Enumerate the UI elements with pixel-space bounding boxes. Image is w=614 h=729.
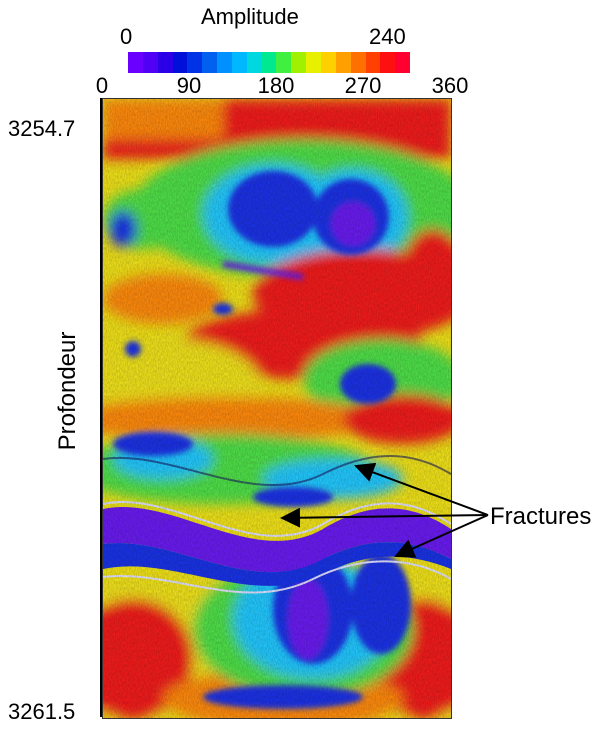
colorbar-segment xyxy=(335,52,351,73)
colorbar-title: Amplitude xyxy=(201,4,299,29)
colorbar-segment xyxy=(157,52,173,73)
depth-top-label: 3254.7 xyxy=(8,116,76,141)
fractures-label: Fractures xyxy=(490,503,592,530)
colorbar-segment xyxy=(365,52,381,73)
colorbar-segment xyxy=(350,52,366,73)
azimuth-tick-90: 90 xyxy=(176,73,202,98)
colorbar-segment xyxy=(217,52,232,73)
depth-axis-title: Profondeur xyxy=(54,331,81,451)
colorbar-max-label: 240 xyxy=(369,24,406,49)
borehole-image-canvas xyxy=(103,99,451,718)
azimuth-tick-270: 270 xyxy=(344,73,382,98)
colorbar-segment xyxy=(261,52,277,73)
colorbar-segment xyxy=(142,52,158,73)
depth-axis-line xyxy=(100,98,102,717)
colorbar xyxy=(128,52,411,73)
colorbar-segment xyxy=(187,52,203,73)
colorbar-segment xyxy=(320,52,336,73)
azimuth-tick-180: 180 xyxy=(257,73,295,98)
colorbar-segment xyxy=(380,52,396,73)
colorbar-segment xyxy=(306,52,321,73)
colorbar-segment xyxy=(246,52,262,73)
colorbar-min-label: 0 xyxy=(120,24,133,49)
azimuth-tick-360: 360 xyxy=(431,73,469,98)
colorbar-segment xyxy=(276,52,292,73)
colorbar-segment xyxy=(395,52,411,73)
colorbar-segment xyxy=(202,52,218,73)
colorbar-segment xyxy=(291,52,307,73)
colorbar-segment xyxy=(231,52,247,73)
borehole-image xyxy=(102,98,452,719)
colorbar-segment xyxy=(128,52,143,73)
colorbar-segment xyxy=(172,52,188,73)
depth-bottom-label: 3261.5 xyxy=(8,699,76,724)
azimuth-tick-0: 0 xyxy=(95,73,109,98)
